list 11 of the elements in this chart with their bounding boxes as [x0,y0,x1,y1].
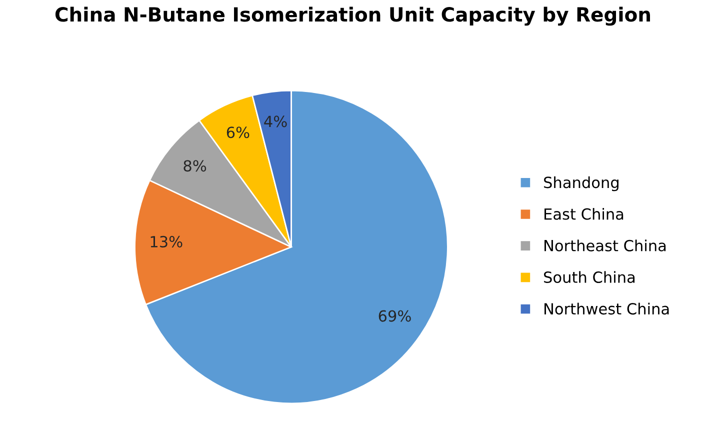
legend-label: East China [544,208,624,220]
data-label: 4% [264,116,287,128]
legend-label: Shandong [544,176,618,192]
data-label: 8% [184,160,206,172]
legend-label: Northeast China [544,240,666,252]
chart-title: China N-Butane Isomerization Unit Capacity by Region [55,6,650,26]
data-label: 13% [150,236,182,248]
data-label: 69% [378,310,411,322]
legend-label: Northwest China [544,302,669,315]
legend-label: South China [544,271,635,283]
data-label: 6% [226,126,250,138]
